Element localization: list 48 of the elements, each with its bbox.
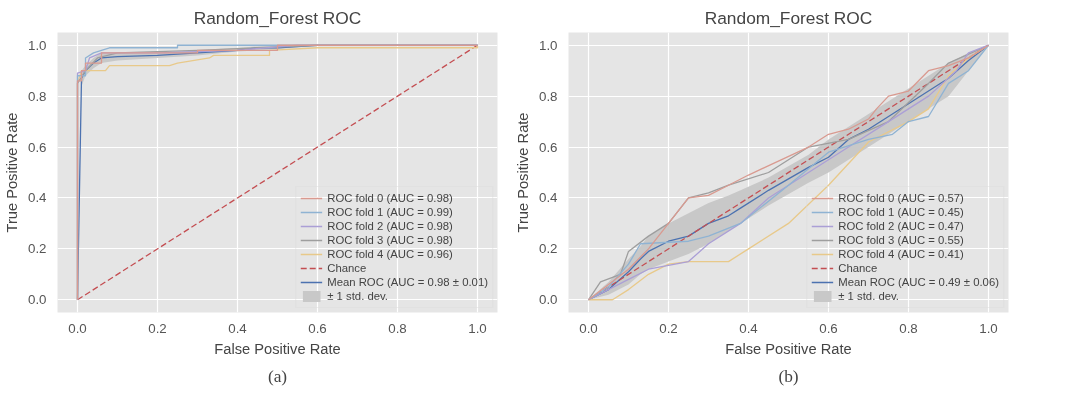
chart-title: Random_Forest ROC [704,7,873,28]
legend-label: ROC fold 1 (AUC = 0.99) [327,205,453,219]
y-tick-label: 0.6 [538,139,558,155]
x-tick-label: 0.2 [148,320,167,336]
text: (b) [778,366,799,386]
x-tick-label: 0.4 [739,320,759,336]
x-tick-label: 1.0 [979,320,998,336]
legend-label: ROC fold 1 (AUC = 0.45) [838,205,964,219]
legend-label: ROC fold 2 (AUC = 0.98) [327,219,453,233]
x-tick-label: 0.6 [308,320,327,336]
y-tick-label: 1.0 [538,37,558,53]
chart-title: Random_Forest ROC [193,7,362,28]
legend-label: ROC fold 4 (AUC = 0.96) [327,247,453,261]
legend-label: ROC fold 3 (AUC = 0.55) [838,233,964,247]
y-tick-label: 0.8 [538,88,558,104]
x-axis-title: False Positive Rate [725,340,852,357]
y-tick-label: 0.4 [27,190,48,206]
legend-label: ROC fold 3 (AUC = 0.98) [327,233,453,247]
x-tick-label: 0.0 [579,320,598,336]
y-tick-label: 1.0 [27,37,47,53]
x-tick-label: 0.8 [388,320,407,336]
y-tick-label: 0.8 [27,88,47,104]
y-tick-label: 0.2 [538,241,558,257]
text: (a) [267,366,288,386]
legend-label: Mean ROC (AUC = 0.49 ± 0.06) [838,275,999,289]
legend-label: Chance [327,261,367,275]
legend-label: ± 1 std. dev. [327,289,388,303]
x-tick-label: 1.0 [468,320,487,336]
x-tick-label: 0.6 [819,320,838,336]
y-axis-title: True Positive Rate [514,112,531,233]
y-tick-label: 0.6 [27,139,47,155]
legend-label: ROC fold 4 (AUC = 0.41) [838,247,964,261]
legend-label: Chance [838,261,878,275]
legend-label: Mean ROC (AUC = 0.98 ± 0.01) [327,275,488,289]
y-tick-label: 0.4 [538,190,559,206]
legend-label: ± 1 std. dev. [838,289,899,303]
x-tick-label: 0.8 [899,320,918,336]
x-axis-title: False Positive Rate [214,340,341,357]
legend-label: ROC fold 0 (AUC = 0.98) [327,191,453,205]
legend-label: ROC fold 2 (AUC = 0.47) [838,219,964,233]
y-axis-title: True Positive Rate [3,112,20,233]
y-tick-label: 0.2 [27,241,47,257]
y-tick-label: 0.0 [27,292,47,308]
x-tick-label: 0.2 [659,320,678,336]
x-tick-label: 0.4 [228,320,248,336]
legend-label: ROC fold 0 (AUC = 0.57) [838,191,964,205]
y-tick-label: 0.0 [538,292,558,308]
x-tick-label: 0.0 [68,320,87,336]
